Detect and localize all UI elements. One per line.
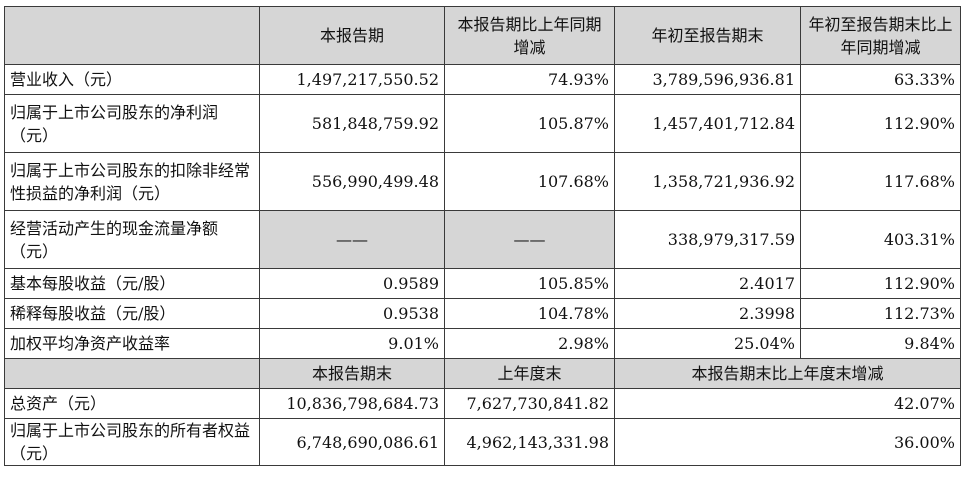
cell-current: 9.01% [259,328,445,359]
cell-current: 0.9589 [259,268,445,299]
key-financial-data-table: 本报告期 本报告期比上年同期增减 年初至报告期末 年初至报告期末比上年同期增减 … [4,6,961,466]
table-row: 归属于上市公司股东的所有者权益（元） 6,748,690,086.61 4,96… [4,418,961,466]
cell-ytd-yoy: 112.73% [800,298,961,329]
row-label: 基本每股收益（元/股） [4,268,260,299]
row-label: 营业收入（元） [4,64,260,95]
cell-ytd-yoy: 112.90% [800,94,961,153]
cell-ytd: 1,457,401,712.84 [614,94,801,153]
cell-current: 0.9538 [259,298,445,329]
header-current-period: 本报告期 [259,6,445,65]
cell-yoy: 105.85% [444,268,615,299]
table-row: 加权平均净资产收益率 9.01% 2.98% 25.04% 9.84% [4,328,961,359]
cell-ytd: 1,358,721,936.92 [614,152,801,211]
table-row: 归属于上市公司股东的扣除非经常性损益的净利润（元） 556,990,499.48… [4,152,961,211]
cell-ytd-yoy: 403.31% [800,210,961,269]
cell-ytd-yoy: 117.68% [800,152,961,211]
table-row: 营业收入（元） 1,497,217,550.52 74.93% 3,789,59… [4,64,961,95]
cell-ytd: 338,979,317.59 [614,210,801,269]
cell-current: 1,497,217,550.52 [259,64,445,95]
cell-yoy-na: —— [444,210,615,269]
cell-change: 36.00% [614,418,961,466]
cell-current-na: —— [259,210,445,269]
cell-current: 556,990,499.48 [259,152,445,211]
row-label: 归属于上市公司股东的扣除非经常性损益的净利润（元） [4,152,260,211]
cell-ytd-yoy: 112.90% [800,268,961,299]
cell-yoy: 2.98% [444,328,615,359]
cell-prev-year-end: 4,962,143,331.98 [444,418,615,466]
cell-ytd-yoy: 9.84% [800,328,961,359]
row-label: 归属于上市公司股东的所有者权益（元） [4,418,260,466]
table-row: 稀释每股收益（元/股） 0.9538 104.78% 2.3998 112.73… [4,298,961,329]
cell-prev-year-end: 7,627,730,841.82 [444,388,615,419]
header-change: 本报告期末比上年度末增减 [614,358,961,389]
row-label: 加权平均净资产收益率 [4,328,260,359]
table-row: 基本每股收益（元/股） 0.9589 105.85% 2.4017 112.90… [4,268,961,299]
header-period-end: 本报告期末 [259,358,445,389]
cell-ytd-yoy: 63.33% [800,64,961,95]
header-row: 本报告期 本报告期比上年同期增减 年初至报告期末 年初至报告期末比上年同期增减 [4,6,961,65]
table-row: 总资产（元） 10,836,798,684.73 7,627,730,841.8… [4,388,961,419]
table-row: 归属于上市公司股东的净利润（元） 581,848,759.92 105.87% … [4,94,961,153]
cell-current: 581,848,759.92 [259,94,445,153]
cell-yoy: 107.68% [444,152,615,211]
cell-yoy: 105.87% [444,94,615,153]
header2-corner [4,358,260,389]
cell-period-end: 10,836,798,684.73 [259,388,445,419]
header-corner [4,6,260,65]
cell-ytd: 25.04% [614,328,801,359]
row-label: 归属于上市公司股东的净利润（元） [4,94,260,153]
table-row: 经营活动产生的现金流量净额（元） —— —— 338,979,317.59 40… [4,210,961,269]
header-ytd: 年初至报告期末 [614,6,801,65]
financial-table-container: 本报告期 本报告期比上年同期增减 年初至报告期末 年初至报告期末比上年同期增减 … [4,6,961,466]
cell-ytd: 2.3998 [614,298,801,329]
cell-period-end: 6,748,690,086.61 [259,418,445,466]
cell-ytd: 2.4017 [614,268,801,299]
cell-yoy: 104.78% [444,298,615,329]
row-label: 经营活动产生的现金流量净额（元） [4,210,260,269]
cell-yoy: 74.93% [444,64,615,95]
header-yoy-change: 本报告期比上年同期增减 [444,6,615,65]
header-prev-year-end: 上年度末 [444,358,615,389]
cell-ytd: 3,789,596,936.81 [614,64,801,95]
header-ytd-yoy-change: 年初至报告期末比上年同期增减 [800,6,961,65]
row-label: 总资产（元） [4,388,260,419]
cell-change: 42.07% [614,388,961,419]
header-row-balance: 本报告期末 上年度末 本报告期末比上年度末增减 [4,358,961,389]
row-label: 稀释每股收益（元/股） [4,298,260,329]
